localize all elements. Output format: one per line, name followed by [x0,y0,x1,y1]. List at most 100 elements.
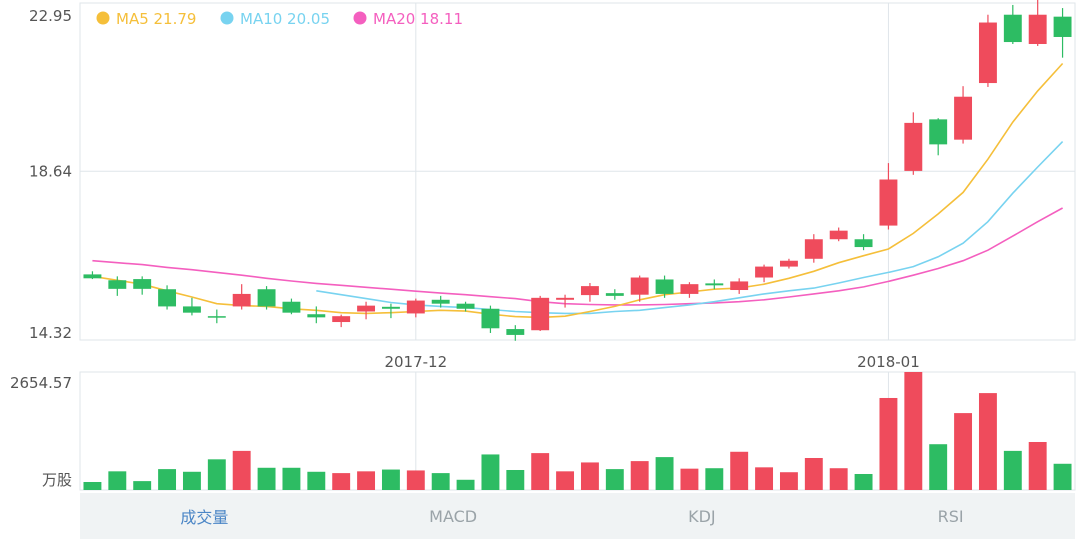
candle [954,86,973,144]
candle-body [506,329,525,335]
candle [332,314,351,328]
tab-macd[interactable]: MACD [429,506,478,526]
candle [158,285,177,310]
volume-bar [182,471,201,490]
candle-body [133,279,152,289]
candle-body [1053,16,1072,37]
volume-bar [556,471,575,490]
candle-body [854,239,873,248]
candle [730,278,749,294]
volume-bar [332,473,351,490]
candle [456,301,475,312]
tab-rsi[interactable]: RSI [937,506,964,526]
volume-bar [531,453,550,490]
legend-ma20-label: MA20 18.11 [373,10,463,28]
ma5-line [92,62,1064,319]
volume-bar [357,471,376,490]
candle [1053,8,1072,58]
volume-max-label: 2654.57 [10,374,72,392]
candle [431,295,450,308]
candle [705,279,724,290]
x-axis-label: 2018-01 [857,353,920,371]
candle [481,305,500,333]
volume-bar [232,450,251,490]
candle [556,294,575,308]
volume-bar [954,413,973,490]
moving-average-lines [92,62,1064,319]
x-axis-label: 2017-12 [384,353,447,371]
candle [133,276,152,295]
candle-body [83,274,102,279]
volume-bar [755,467,774,490]
legend: MA5 21.79 MA10 20.05 MA20 18.11 [96,10,463,28]
candle [580,282,599,302]
volume-bar [481,454,500,490]
volume-bar [1003,450,1022,490]
legend-ma5-label: MA5 21.79 [116,10,196,28]
volume-bar [978,393,997,490]
volume-bar [630,461,649,490]
candle [531,295,550,332]
candle [83,271,102,280]
candle [381,303,400,319]
candle-body [655,279,674,294]
candle-body [207,316,226,318]
candle-body [1028,14,1047,45]
legend-ma10-label: MA10 20.05 [240,10,330,28]
candle [779,258,798,269]
candle-body [158,289,177,307]
volume-bar [854,473,873,490]
candle-body [456,303,475,309]
candle [357,301,376,320]
candle [680,282,699,298]
volume-bar [779,472,798,490]
price-tick-label: 22.95 [29,7,72,25]
candle-body [879,179,898,226]
candle [307,306,326,324]
volume-bar [83,481,102,490]
candle-body [481,308,500,329]
volume-bar [904,372,923,490]
volume-bar [282,467,301,490]
candle [182,297,201,316]
candle-body [580,286,599,296]
candle-body [954,96,973,140]
tab-volume[interactable]: 成交量 [180,508,229,527]
candle-body [307,314,326,318]
volume-bar [406,470,425,490]
candle [1028,0,1047,46]
volume-bar [929,444,948,490]
volume-bar [705,468,724,490]
candle-body [108,280,127,289]
candle-body [282,301,301,313]
volume-bar [133,481,152,490]
candle-body [779,260,798,267]
candle [755,264,774,283]
candle [978,14,997,87]
candle-body [232,293,251,307]
candle [506,325,525,341]
volume-panel-frame [79,371,1076,491]
volume-bar [1028,441,1047,490]
volume-unit-label: 万股 [42,471,72,489]
volume-bar [456,479,475,490]
candlestick-series [83,0,1072,341]
volume-bar [804,457,823,490]
candle [108,276,127,296]
candle [282,298,301,315]
tab-kdj[interactable]: KDJ [688,506,716,526]
volume-bar [431,473,450,490]
candle [257,286,276,310]
candle [904,112,923,175]
candle-body [431,299,450,304]
chart-grid [79,2,1076,491]
candle-body [680,284,699,294]
price-tick-label: 18.64 [29,162,72,180]
volume-bar [605,469,624,490]
candle [207,309,226,324]
candle-body [556,297,575,300]
axis-labels: 22.95 18.64 14.32 2017-12 2018-01 2654.5… [10,7,920,489]
candle-body [182,306,201,313]
indicator-tab-bar: 成交量 MACD KDJ RSI [80,493,1075,539]
